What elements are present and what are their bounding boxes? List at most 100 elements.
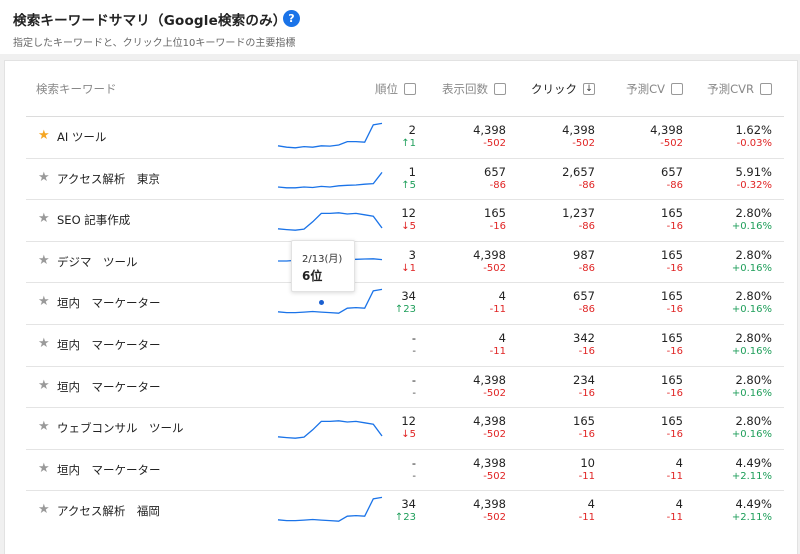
sparkline-path [277, 171, 383, 189]
page-title: 検索キーワードサマリ（Google検索のみ） [13, 13, 287, 29]
imp_d-delta: -11 [489, 304, 506, 316]
table-row[interactable]: ★ AI ツール 2 ↑1 4,398 -502 4,398 -502 4,398 -502 1.6… [26, 116, 784, 159]
imp_d-delta: -502 [483, 262, 506, 274]
cvr_d-delta: +0.16% [731, 221, 772, 233]
clk-value: 165 [573, 414, 595, 429]
table-row[interactable]: ★ ウェブコンサル ツール 12 ↓5 4,398 -502 165 -16 165 -16 2.8… [26, 407, 784, 450]
imp-value: 4,398 [473, 497, 506, 512]
impressions-checkbox[interactable] [494, 82, 506, 95]
star-icon[interactable]: ★ [38, 502, 50, 518]
cvr-checkbox[interactable] [760, 82, 772, 95]
rank-value: 3 [408, 247, 416, 262]
clk_d-delta: -11 [578, 470, 595, 482]
keyword-label: SEO 記事作成 [57, 213, 131, 228]
keyword-label: 垣内 マーケーター [57, 296, 161, 311]
rank-trend-sparkline[interactable] [276, 410, 384, 444]
keyword-label: 垣内 マーケーター [57, 338, 161, 352]
star-icon[interactable]: ★ [38, 128, 50, 143]
table-row[interactable]: ★ デジマ ツール 3 ↓1 4,398 -502 987 -86 165 -16 2.80% +0.… [26, 241, 784, 284]
col-cv[interactable]: 予測CV [626, 61, 683, 116]
table-row[interactable]: ★ 垣内 マーケーター - -4,398 -502 234 -16 165 -16 2.80% +0… [26, 366, 784, 409]
rank-trend-sparkline[interactable] [276, 202, 384, 236]
cvr-value: 2.80% [735, 372, 772, 387]
keyword-label: デジマ ツール [57, 254, 138, 269]
rank_change-delta: ↑23 [394, 512, 416, 524]
clk-value: 4 [587, 497, 595, 512]
cvr-value: 1.62% [735, 123, 772, 137]
star-icon[interactable]: ★ [38, 377, 50, 393]
clk_d-delta: -502 [572, 138, 595, 149]
rank-trend-sparkline[interactable] [276, 161, 384, 195]
table-row[interactable]: ★ 垣内 マーケーター 34 ↑23 4 -11 657 -86 165 -16 2.80% +0.1… [26, 282, 784, 325]
cv_d-delta: -502 [660, 138, 683, 149]
star-icon[interactable]: ★ [38, 460, 50, 476]
table-row[interactable]: ★ 垣内 マーケーター - -4,398 -502 10 -11 4 -11 4.49% +2.11… [26, 449, 784, 492]
col-clicks-label: クリック [531, 81, 577, 96]
rank_change-delta: ↑1 [401, 138, 416, 149]
cv-value: 4 [675, 497, 683, 512]
clk-value: 657 [573, 289, 595, 304]
table-row[interactable]: ★ アクセス解析 東京 1 ↑5 657 -86 2,657 -86 657 -86 5.91% -0… [26, 158, 784, 201]
sparkline-path [277, 212, 383, 232]
sort-desc-icon[interactable]: ↓ [583, 82, 595, 95]
cvr-value: 2.80% [735, 247, 772, 262]
star-icon[interactable]: ★ [38, 252, 50, 268]
star-icon[interactable]: ★ [38, 419, 50, 435]
cv-value: 165 [661, 206, 683, 221]
cv_d-delta: -16 [666, 346, 683, 357]
cv-checkbox[interactable] [671, 82, 683, 95]
col-impressions[interactable]: 表示回数 [442, 61, 506, 116]
clk-value: 1,237 [562, 206, 595, 221]
col-clicks[interactable]: クリック ↓ [531, 61, 595, 116]
table-row[interactable]: ★ アクセス解析 福岡 34 ↑23 4,398 -502 4 -11 4 -11 4.49% +2.… [26, 490, 784, 532]
star-icon[interactable]: ★ [38, 294, 50, 310]
col-keyword: 検索キーワード [36, 61, 117, 116]
clk-value: 4,398 [562, 123, 595, 137]
star-icon[interactable]: ★ [38, 169, 50, 185]
clk_d-delta: -11 [578, 512, 595, 524]
col-impressions-label: 表示回数 [442, 81, 488, 96]
star-icon[interactable]: ★ [38, 211, 50, 227]
rank_change-delta: - [412, 346, 416, 357]
cvr-value: 5.91% [735, 164, 772, 179]
rank_change-delta: ↓5 [401, 429, 416, 441]
rank-trend-sparkline[interactable] [276, 119, 384, 153]
sparkline-path [277, 289, 383, 315]
cv_d-delta: -16 [666, 262, 683, 274]
rank-checkbox[interactable] [404, 82, 416, 95]
imp_d-delta: -502 [483, 387, 506, 399]
imp-value: 4,398 [473, 372, 506, 387]
cv-value: 165 [661, 372, 683, 387]
imp-value: 4,398 [473, 123, 506, 137]
cvr_d-delta: -0.03% [736, 138, 772, 149]
rank-trend-sparkline[interactable] [276, 285, 384, 319]
page-header: 検索キーワードサマリ（Google検索のみ） ? 指定したキーワードと、クリック… [0, 0, 800, 54]
keyword-label: ウェブコンサル ツール [57, 421, 184, 436]
imp_d-delta: -502 [483, 429, 506, 441]
cvr_d-delta: +0.16% [731, 387, 772, 399]
cv-value: 165 [661, 289, 683, 304]
tooltip-value: 6位 [302, 269, 323, 283]
clk_d-delta: -86 [578, 179, 595, 191]
star-icon[interactable]: ★ [38, 336, 50, 351]
imp-value: 4 [498, 289, 506, 304]
clk_d-delta: -86 [578, 304, 595, 316]
col-cvr[interactable]: 予測CVR [707, 61, 772, 116]
imp-value: 4,398 [473, 455, 506, 470]
clk_d-delta: -16 [578, 346, 595, 357]
hover-point [319, 300, 324, 305]
table-row[interactable]: ★ SEO 記事作成 12 ↓5 165 -16 1,237 -86 165 -16 2.80% +0… [26, 199, 784, 242]
col-rank[interactable]: 順位 [375, 61, 416, 116]
table-row[interactable]: ★ 垣内 マーケーター - -4 -11 342 -16 165 -16 2.80% +0.16% [26, 324, 784, 367]
rank_change-delta: ↓5 [401, 221, 416, 233]
rank_change-delta: ↑23 [394, 304, 416, 316]
rank-value: - [411, 372, 416, 387]
cvr_d-delta: +0.16% [731, 429, 772, 441]
keyword-label: 垣内 マーケーター [57, 379, 161, 394]
help-icon[interactable]: ? [283, 10, 300, 27]
cvr-value: 4.49% [735, 497, 772, 512]
cvr_d-delta: +0.16% [731, 304, 772, 316]
rank-trend-sparkline[interactable] [276, 493, 384, 527]
cv-value: 165 [661, 414, 683, 429]
keyword-label: アクセス解析 東京 [57, 171, 160, 186]
